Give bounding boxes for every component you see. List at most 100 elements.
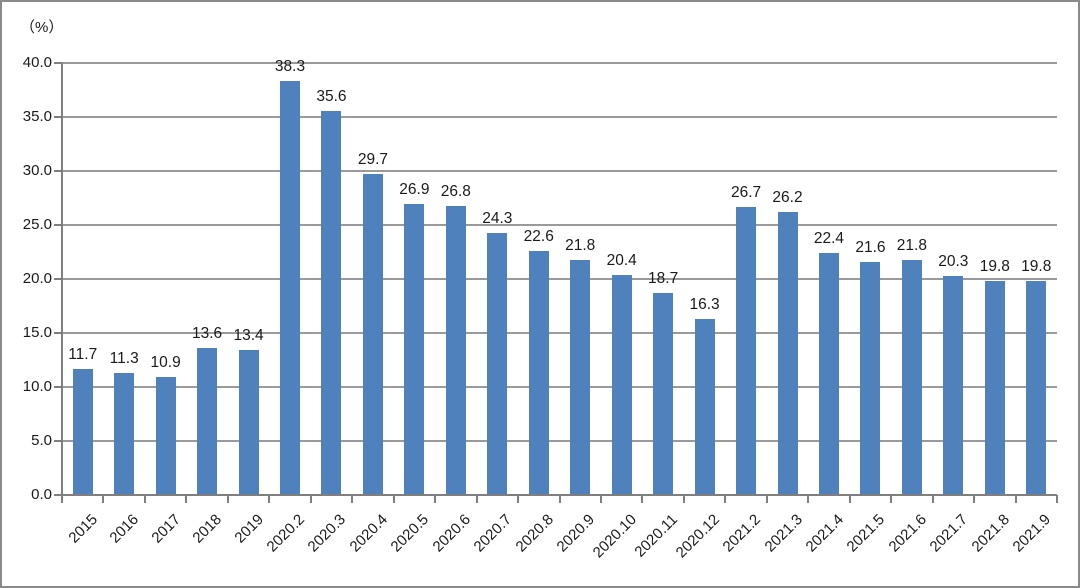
x-axis-label: 2020.11	[631, 511, 682, 561]
y-axis-tick-label: 20.0	[22, 270, 52, 287]
gridline-25.0	[62, 224, 1057, 226]
bar-value-label: 21.8	[565, 236, 596, 254]
bar-value-label: 16.3	[689, 295, 720, 313]
bar-value-label: 10.9	[150, 354, 181, 372]
y-tick-mark	[54, 116, 62, 118]
x-tick-mark	[973, 495, 976, 503]
x-tick-mark	[890, 495, 893, 503]
bar-2019	[238, 350, 259, 495]
bar-2021.7	[943, 275, 964, 495]
bar-2020.6	[445, 205, 466, 495]
bar-value-label: 35.6	[316, 87, 347, 105]
x-axis-label: 2020.10	[589, 511, 640, 562]
bar-2021.3	[777, 212, 798, 495]
bar-value-label: 21.6	[855, 238, 886, 256]
x-tick-mark	[61, 495, 63, 503]
bar-2020.8	[528, 250, 549, 495]
bar-2021.9	[1026, 281, 1047, 495]
y-axis-tick-label: 5.0	[31, 432, 52, 449]
y-axis-tick-label: 30.0	[22, 162, 52, 179]
bar-value-label: 26.7	[730, 183, 762, 201]
gridline-30.0	[62, 170, 1057, 172]
x-axis-label: 2020.5	[387, 511, 433, 556]
gridline-35.0	[62, 116, 1057, 118]
y-tick-mark	[54, 494, 62, 496]
x-tick-mark	[392, 495, 395, 503]
bar-2020.11	[653, 293, 674, 495]
bar-value-label: 19.8	[1021, 258, 1052, 276]
y-tick-mark	[54, 386, 62, 388]
bar-2020.10	[611, 274, 632, 495]
x-axis-label: 2021.3	[761, 511, 806, 556]
bar-2020.7	[487, 232, 508, 495]
gridline-5.0	[62, 440, 1057, 442]
x-tick-mark	[599, 495, 602, 503]
y-axis-unit-label: （%）	[20, 19, 64, 36]
x-tick-mark	[558, 495, 561, 503]
bar-value-label: 19.8	[979, 258, 1010, 276]
y-tick-mark	[54, 440, 62, 442]
y-tick-mark	[54, 332, 62, 334]
bar-2020.4	[362, 174, 383, 495]
x-tick-mark	[1056, 495, 1058, 503]
gridline-20.0	[62, 278, 1057, 280]
x-tick-mark	[268, 495, 271, 503]
x-axis-label: 2021.4	[802, 511, 847, 556]
x-tick-mark	[143, 495, 146, 503]
gridline-40.0	[62, 62, 1057, 64]
x-tick-mark	[807, 495, 810, 503]
y-axis-tick-label: 10.0	[22, 378, 52, 395]
x-axis-label: 2020.12	[672, 511, 723, 562]
bar-value-label: 20.3	[938, 252, 969, 270]
bar-value-label: 26.2	[772, 189, 803, 207]
y-axis-tick-label: 40.0	[22, 54, 52, 71]
y-tick-mark	[54, 170, 62, 172]
bar-2016	[114, 372, 135, 495]
y-tick-mark	[54, 278, 62, 280]
bar-value-label: 11.3	[109, 349, 139, 367]
bar-2021.5	[860, 261, 881, 495]
x-tick-mark	[434, 495, 437, 503]
bar-2018	[197, 348, 218, 495]
bar-2020.5	[404, 204, 425, 495]
x-axis-label: 2020.2	[263, 511, 309, 556]
x-tick-mark	[309, 495, 312, 503]
bar-value-label: 18.7	[648, 270, 679, 288]
x-tick-mark	[185, 495, 188, 503]
gridline-15.0	[62, 332, 1057, 334]
x-axis-line	[61, 494, 1057, 496]
y-tick-mark	[54, 62, 62, 64]
x-axis-label: 2021.8	[968, 511, 1013, 556]
x-tick-mark	[848, 495, 851, 503]
y-tick-mark	[54, 224, 62, 226]
bar-2020.3	[321, 110, 342, 495]
x-axis-label: 2021.7	[926, 511, 972, 556]
x-axis-label: 2019	[230, 511, 267, 547]
x-axis-label: 2021.2	[719, 511, 765, 556]
y-axis-tick-label: 35.0	[22, 108, 52, 125]
x-tick-mark	[724, 495, 727, 503]
y-axis-line	[61, 63, 63, 495]
bar-value-label: 24.3	[482, 209, 513, 227]
x-tick-mark	[102, 495, 105, 503]
bar-value-label: 26.8	[440, 182, 471, 200]
bar-value-label: 22.4	[813, 230, 845, 248]
x-tick-mark	[641, 495, 644, 503]
bar-2017	[155, 377, 176, 495]
bar-value-label: 22.6	[523, 227, 554, 245]
x-axis-label: 2017	[148, 511, 184, 547]
x-axis-label: 2021.6	[885, 511, 930, 556]
bar-value-label: 20.4	[606, 251, 637, 269]
bar-value-label: 26.9	[399, 181, 430, 199]
bar-value-label: 21.8	[896, 236, 927, 254]
bar-2021.8	[984, 281, 1005, 495]
x-axis-label: 2021.9	[1009, 511, 1055, 556]
x-axis-label: 2015	[65, 511, 101, 547]
x-axis-label: 2018	[189, 511, 226, 547]
bar-value-label: 29.7	[357, 151, 389, 169]
x-axis-label: 2020.4	[346, 511, 391, 556]
x-tick-mark	[475, 495, 478, 503]
x-tick-mark	[351, 495, 354, 503]
bar-value-label: 13.4	[233, 327, 264, 345]
